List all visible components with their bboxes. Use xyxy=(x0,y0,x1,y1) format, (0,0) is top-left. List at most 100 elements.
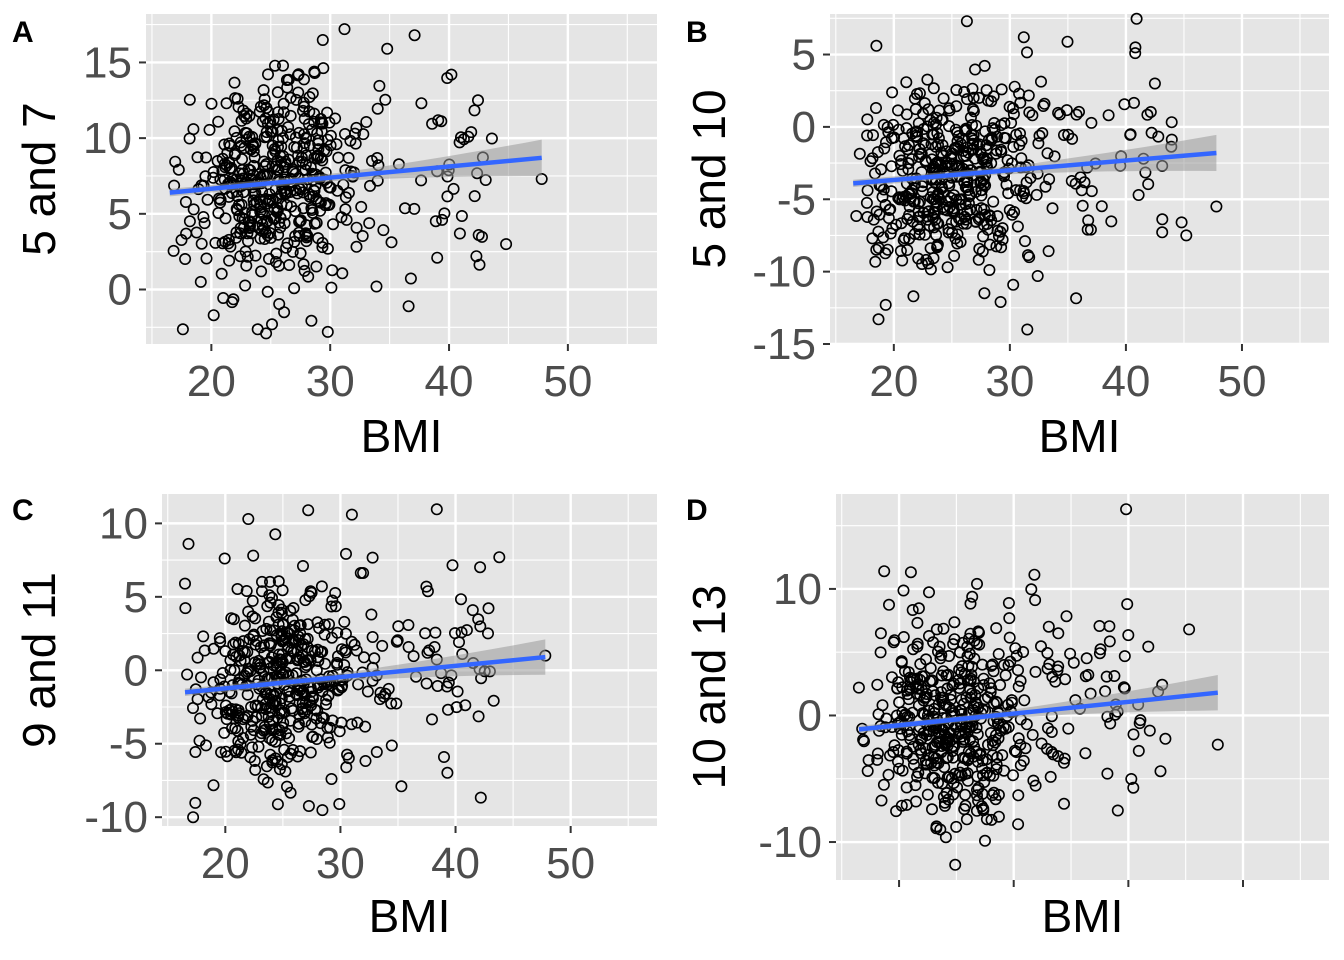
data-point xyxy=(900,745,913,758)
data-point xyxy=(472,710,485,723)
data-point xyxy=(431,679,444,692)
data-point xyxy=(1006,769,1019,782)
data-point xyxy=(241,645,254,658)
data-point xyxy=(969,186,982,199)
data-point xyxy=(966,103,979,116)
y-tick-label: 5 xyxy=(108,190,132,239)
data-point xyxy=(270,247,283,260)
data-point xyxy=(316,33,329,46)
data-point xyxy=(376,639,389,652)
data-point xyxy=(911,616,924,629)
data-point xyxy=(257,84,270,97)
y-axis-title: 10 and 13 xyxy=(683,585,735,790)
data-point xyxy=(936,777,949,790)
data-point xyxy=(198,644,211,657)
data-point xyxy=(1104,717,1117,730)
data-point xyxy=(301,703,314,716)
data-point xyxy=(1132,744,1145,757)
axis-ticks xyxy=(139,61,569,351)
data-point xyxy=(1042,722,1055,735)
data-point xyxy=(371,152,384,165)
x-tick-label: 50 xyxy=(1217,357,1266,406)
data-point xyxy=(1045,725,1058,738)
data-point xyxy=(866,152,879,165)
data-point xyxy=(938,698,951,711)
data-point xyxy=(881,243,894,256)
data-point xyxy=(911,131,924,144)
data-point xyxy=(1012,789,1025,802)
data-point xyxy=(451,685,464,698)
data-point xyxy=(468,104,481,117)
data-point xyxy=(962,752,975,765)
data-point xyxy=(1129,41,1142,54)
data-point xyxy=(924,263,937,276)
data-point xyxy=(1101,767,1114,780)
data-point xyxy=(921,73,934,86)
data-point xyxy=(969,63,982,76)
data-point xyxy=(228,76,241,89)
x-tick-label: 20 xyxy=(187,357,236,406)
data-point xyxy=(941,204,954,217)
data-point xyxy=(319,197,332,210)
data-point xyxy=(975,189,988,202)
data-point xyxy=(1076,199,1089,212)
data-point xyxy=(891,104,904,117)
data-point xyxy=(914,688,927,701)
data-point xyxy=(1013,138,1026,151)
data-point xyxy=(472,613,485,626)
data-point xyxy=(213,632,226,645)
data-point xyxy=(339,191,352,204)
data-point xyxy=(191,651,204,664)
data-point xyxy=(961,180,974,193)
data-point xyxy=(265,318,278,331)
data-point xyxy=(402,640,415,653)
data-point xyxy=(1118,650,1131,663)
data-point xyxy=(895,217,908,230)
data-point xyxy=(441,190,454,203)
data-point xyxy=(229,636,242,649)
data-point xyxy=(402,300,415,313)
y-tick-label: 0 xyxy=(798,691,822,740)
data-point xyxy=(454,593,467,606)
data-point xyxy=(289,230,302,243)
data-point xyxy=(266,754,279,767)
x-tick-label: 50 xyxy=(543,357,592,406)
data-point xyxy=(991,210,1004,223)
data-point xyxy=(195,237,208,250)
data-point xyxy=(363,217,376,230)
data-point xyxy=(381,42,394,55)
data-point xyxy=(983,238,996,251)
fit-line xyxy=(858,690,1219,732)
x-tick-label: 40 xyxy=(431,839,480,888)
data-point xyxy=(906,603,919,616)
data-point xyxy=(423,644,436,657)
data-point xyxy=(1009,184,1022,197)
data-point xyxy=(359,754,372,767)
data-point xyxy=(986,122,999,135)
data-point xyxy=(189,745,202,758)
data-point xyxy=(1005,116,1018,129)
data-point xyxy=(310,712,323,725)
data-point xyxy=(348,638,361,651)
data-point xyxy=(348,127,361,140)
y-tick-label: -10 xyxy=(752,248,816,297)
data-point xyxy=(1010,649,1023,662)
data-point xyxy=(949,767,962,780)
data-point xyxy=(255,575,268,588)
data-point xyxy=(974,146,987,159)
x-axis-title: BMI xyxy=(1042,890,1124,942)
panel-c: C 20 30 40 50 -10 -5 0 5 10 BMI 9 and 11 xyxy=(12,494,657,942)
data-point xyxy=(230,650,243,663)
data-point xyxy=(1079,747,1092,760)
data-point xyxy=(1002,596,1015,609)
data-point xyxy=(306,730,319,743)
data-point xyxy=(1061,35,1074,48)
data-point xyxy=(887,745,900,758)
data-point xyxy=(279,765,292,778)
data-point xyxy=(425,713,438,726)
data-point xyxy=(1093,647,1106,660)
data-point xyxy=(259,112,272,125)
data-point xyxy=(989,729,1002,742)
data-point xyxy=(992,647,1005,660)
data-point xyxy=(261,656,274,669)
